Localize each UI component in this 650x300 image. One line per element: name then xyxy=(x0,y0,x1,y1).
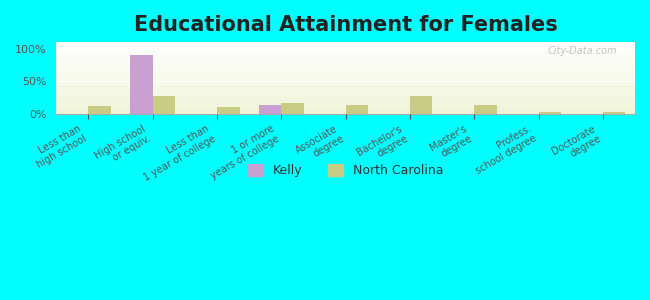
Bar xyxy=(410,96,432,114)
Title: Educational Attainment for Females: Educational Attainment for Females xyxy=(134,15,558,35)
Bar xyxy=(539,112,561,114)
Bar xyxy=(217,107,240,114)
Bar xyxy=(603,112,625,114)
Text: City-Data.com: City-Data.com xyxy=(548,46,617,56)
Bar xyxy=(88,106,111,114)
Bar xyxy=(130,55,153,114)
Bar xyxy=(153,96,176,114)
Bar xyxy=(474,105,497,114)
Legend: Kelly, North Carolina: Kelly, North Carolina xyxy=(243,159,448,182)
Bar xyxy=(346,105,368,114)
Bar xyxy=(281,103,304,114)
Bar xyxy=(259,105,281,114)
